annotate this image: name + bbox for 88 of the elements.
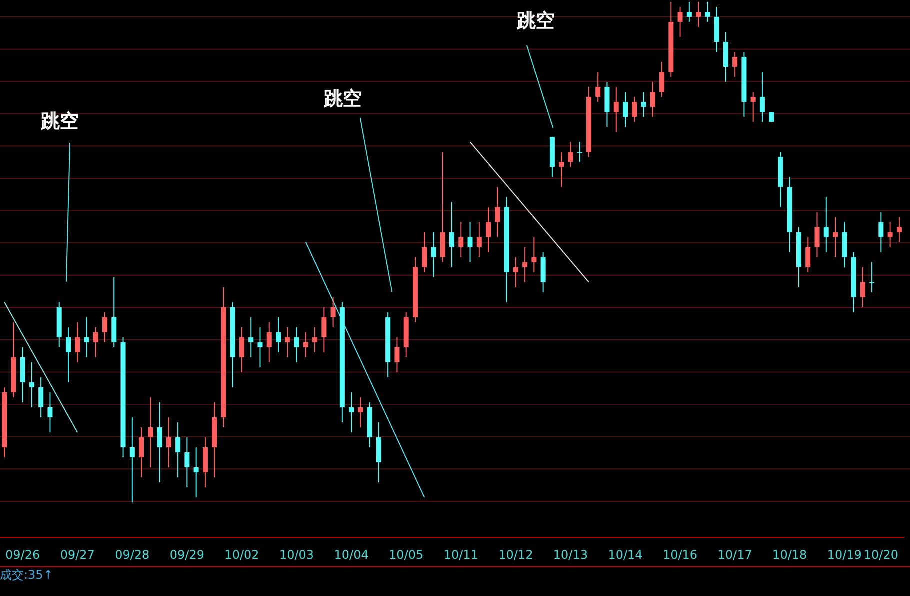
x-tick-label: 10/04 [334,548,369,562]
candlestick [285,326,290,358]
candlestick [513,256,518,288]
candlestick [705,2,710,23]
x-tick-label: 10/19 [827,548,862,562]
candlestick [84,316,90,358]
candlestick [650,82,656,118]
candlestick [184,436,190,488]
candlestick [806,236,811,273]
candlestick [266,322,272,363]
x-tick-label: 10/20 [864,548,898,562]
candlestick [276,316,282,353]
candlestick [194,447,199,498]
candlestick [458,222,464,258]
x-tick-label: 10/13 [553,548,588,562]
candlestick [596,72,601,103]
candlestick [495,186,500,238]
candlestick [148,396,154,468]
candlestick [750,92,756,123]
candlestick [577,142,582,163]
candlestick [66,326,71,383]
candlestick [760,72,765,123]
candlestick [358,396,364,428]
candlestick [522,246,528,283]
candlestick [559,152,564,188]
candlestick [294,326,300,363]
candlestick [312,326,318,353]
candlestick [532,236,537,273]
x-tick-label: 10/17 [718,548,752,562]
text: 成交:35↑ [0,568,54,582]
x-tick-label: 09/29 [170,548,204,562]
candlestick [896,216,902,243]
x-tick-label: 09/26 [6,548,40,562]
candlestick [394,336,400,373]
candlestick [678,6,683,38]
x-tick-label: 10/05 [389,548,424,562]
candlestick [176,422,181,478]
candlestick [303,332,308,358]
candlestick [431,232,436,278]
candlestick [349,392,354,433]
candlestick [29,362,34,408]
candlestick [130,416,135,504]
x-tick-label: 10/12 [498,548,534,562]
candlestick [486,206,492,253]
candlestick [824,196,829,253]
candlestick [48,392,53,433]
candlestick [239,326,244,373]
candlestick [468,222,473,263]
candlestick [93,326,98,358]
candlestick [641,92,646,118]
candlestick [860,266,866,308]
candlestick [696,2,702,28]
candlestick [322,306,327,353]
annotation: 跳空 [516,10,555,32]
candlestick [422,232,428,273]
candlestick [75,322,80,363]
candlestick [139,426,144,478]
candlestick [632,96,638,123]
annotation: 跳空 [40,110,80,133]
candlestick [660,62,665,98]
candlestick [870,262,875,293]
candlestick [157,402,162,484]
candlestick [888,222,893,248]
candlestick [449,202,455,268]
x-tick-label: 10/18 [772,548,808,562]
candlestick [686,2,692,23]
x-tick-label: 10/14 [608,548,643,562]
candlestick [732,52,738,78]
candlestick [102,312,108,343]
candlestick [476,222,482,258]
candlestick [833,216,838,258]
x-tick-label: 10/11 [444,548,478,562]
candlestick [568,142,574,168]
candlestick [814,212,820,258]
candlestick [258,326,263,368]
annotation: 跳空 [323,88,362,110]
candlestick [878,212,884,253]
candlestick [248,316,254,358]
candlestick [330,296,336,328]
x-tick-label: 09/28 [115,548,150,562]
candlestick [622,92,628,128]
candlestick [614,86,619,133]
candlestick [38,376,44,418]
x-tick-label: 10/16 [662,548,698,562]
x-tick-label: 10/03 [279,548,314,562]
candlestick [166,416,172,468]
x-tick-label: 09/27 [60,548,95,562]
x-tick-label: 10/02 [224,548,260,562]
